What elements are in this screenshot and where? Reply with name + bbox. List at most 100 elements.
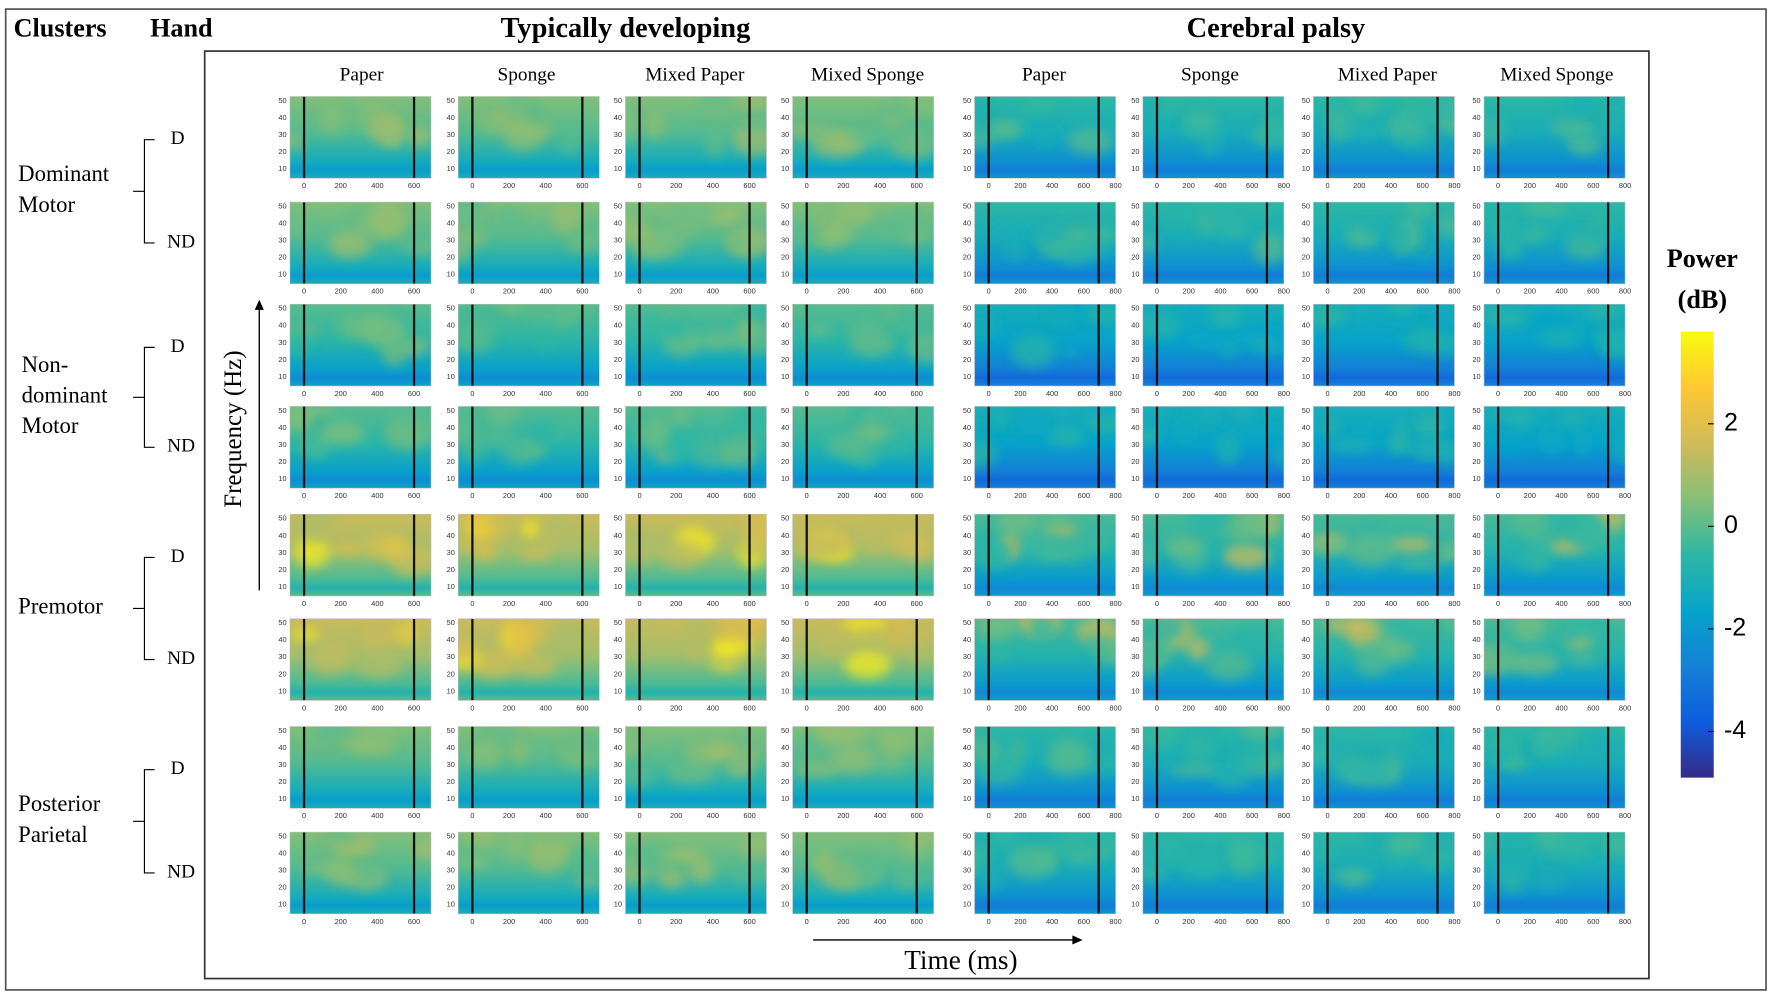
panel-frame: [289, 726, 432, 809]
spectrogram-blob: [526, 843, 565, 874]
panel-y-tick: 20: [447, 883, 455, 892]
panel-x-tick: 600: [408, 599, 420, 608]
panel-x-tick: 0: [637, 287, 641, 296]
panel-y-tick: 10: [963, 686, 971, 695]
panel-y-tick: 20: [963, 883, 971, 892]
spectrogram-blob: [1346, 532, 1396, 567]
colorbar-label: Power: [1667, 244, 1739, 273]
panel-y-tick: 30: [1131, 760, 1139, 769]
panel-x-tick: 200: [1014, 181, 1026, 190]
panel-x-tick: 0: [1325, 491, 1329, 500]
spectrogram-blob: [835, 202, 874, 225]
spectrogram-blob: [386, 621, 416, 644]
panel-x-tick: 200: [1014, 287, 1026, 296]
panel-frame: [1142, 831, 1285, 915]
spectrogram-blob: [902, 644, 934, 663]
spectrogram: [458, 96, 600, 179]
panel-y-tick: 50: [963, 726, 971, 735]
y-arrow-head: [254, 299, 264, 310]
panel-x-tick: 0: [302, 703, 306, 712]
panel-y-tick: 40: [963, 849, 971, 858]
panel-y-tick: 20: [1131, 253, 1139, 262]
panel-y-tick: 20: [1302, 565, 1310, 574]
panel-x-tick: 0: [1496, 389, 1500, 398]
panel-x-tick: 600: [911, 703, 923, 712]
spectrogram-blob: [1532, 733, 1573, 758]
panel-y-tick: 50: [1472, 304, 1480, 313]
panel-x-tick: 400: [1046, 599, 1058, 608]
spectrogram-blob: [1067, 127, 1115, 155]
spectrogram-blob: [633, 726, 661, 743]
panel-y-tick: 20: [614, 883, 622, 892]
spectrogram-blob: [1142, 311, 1181, 339]
panel-y-tick: 30: [1131, 338, 1139, 347]
panel-x-tick: 800: [1619, 491, 1631, 500]
panel-y-tick: 30: [447, 760, 455, 769]
spectrogram-blob: [1256, 222, 1284, 238]
spectrogram: [1313, 406, 1455, 489]
panel-y-tick: 30: [614, 760, 622, 769]
panel-y-tick: 30: [614, 548, 622, 557]
spectrogram: [1142, 406, 1284, 489]
panel-y-tick: 10: [447, 270, 455, 279]
spectrogram-blob: [1569, 519, 1614, 552]
panel-frame: [289, 201, 432, 285]
spectrogram-blob: [1162, 202, 1186, 230]
panel-y-tick: 20: [1131, 669, 1139, 678]
panel-x-tick: 200: [1353, 491, 1365, 500]
panel-x-tick: 600: [911, 389, 923, 398]
panel-y-tick: 40: [781, 531, 789, 540]
panel-y-tick: 40: [781, 849, 789, 858]
panel-y-tick: 40: [1302, 219, 1310, 228]
panel-y-tick: 20: [1131, 457, 1139, 466]
spectrogram: [1484, 618, 1626, 701]
x-arrow-head: [1072, 935, 1083, 945]
panel-x-tick: 800: [1448, 181, 1460, 190]
panel-x-tick: 600: [576, 287, 588, 296]
panel-y-tick: 50: [1131, 304, 1139, 313]
spectrogram-blob: [988, 407, 1012, 427]
panel-x-tick: 600: [1587, 703, 1599, 712]
condition-title: Paper: [1022, 65, 1067, 86]
spectrogram-blob: [1415, 412, 1444, 442]
spectrogram-blob: [1371, 726, 1418, 743]
panel-y-tick: 50: [447, 304, 455, 313]
panel-x-tick: 0: [470, 599, 474, 608]
panel-y-tick: 10: [1472, 794, 1480, 803]
panel-x-tick: 600: [1587, 181, 1599, 190]
panel-x-tick: 400: [540, 389, 552, 398]
spectrogram-blob: [497, 304, 529, 316]
panel-frame: [792, 201, 934, 285]
panel-y-tick: 20: [1131, 777, 1139, 786]
panel-y-tick: 10: [614, 900, 622, 909]
panel-y-tick: 50: [1472, 96, 1480, 105]
spectrogram-blob: [657, 868, 687, 889]
panel-x-tick: 600: [1246, 811, 1258, 820]
spectrogram: [974, 96, 1116, 179]
panel-y-tick: 30: [963, 130, 971, 139]
spectrogram-blob: [289, 217, 313, 233]
spectrogram-blob: [1588, 304, 1624, 320]
panel-frame: [1313, 406, 1455, 489]
panel-frame: [289, 513, 432, 597]
panel-x-tick: 0: [302, 917, 306, 926]
panel-y-tick: 20: [1472, 777, 1480, 786]
panel-x-tick: 400: [540, 599, 552, 608]
spectrogram: [458, 406, 600, 489]
spectrogram-blob: [408, 124, 431, 148]
panel-frame: [792, 618, 934, 701]
panel-x-tick: 800: [1109, 181, 1121, 190]
panel-x-tick: 200: [503, 811, 515, 820]
hand-label: ND: [167, 648, 195, 669]
spectrogram-blob: [1586, 729, 1616, 754]
spectrogram-blob: [1142, 726, 1178, 749]
panel-y-tick: 30: [1302, 760, 1310, 769]
spectrogram-blob: [974, 96, 991, 111]
panel-x-tick: 400: [1214, 389, 1226, 398]
panel-x-tick: 0: [302, 811, 306, 820]
panel-y-tick: 30: [963, 760, 971, 769]
panel-y-tick: 50: [614, 832, 622, 841]
spectrogram-blob: [1492, 429, 1525, 445]
spectrogram-blob: [519, 548, 552, 560]
group-header: Typically developing: [501, 13, 751, 44]
